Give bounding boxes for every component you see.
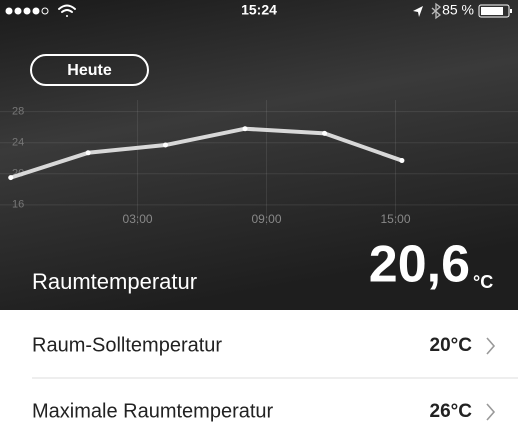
list-background (0, 310, 518, 440)
current-value: 20,6 (369, 236, 470, 294)
location-icon (413, 6, 423, 17)
chevron-icon[interactable] (486, 337, 496, 355)
status-time: 15:24 (241, 2, 277, 18)
current-unit: °C (473, 272, 493, 292)
battery-level: 85 % (442, 2, 474, 18)
y-tick-label: 16 (12, 199, 24, 211)
today-button-label[interactable]: Heute (67, 62, 112, 79)
y-tick-label: 28 (12, 106, 24, 118)
x-tick-label: 09:00 (252, 212, 282, 226)
x-tick-label: 03:00 (123, 212, 153, 226)
wifi-icon (58, 4, 76, 17)
data-point (85, 150, 91, 156)
current-label: Raumtemperatur (32, 269, 197, 294)
today-button[interactable] (30, 54, 149, 86)
setting-label[interactable]: Maximale Raumtemperatur (32, 400, 274, 422)
bluetooth-icon (431, 2, 442, 20)
signal-icon (5, 7, 49, 15)
y-tick-label: 24 (12, 137, 24, 149)
chevron-icon[interactable] (486, 403, 496, 421)
data-point (399, 158, 405, 164)
data-point (242, 126, 248, 132)
data-point (8, 175, 14, 181)
setting-value[interactable]: 26°C (430, 401, 473, 422)
data-point (163, 142, 169, 148)
battery-icon (478, 4, 512, 18)
temperature-line (10, 126, 403, 180)
data-point (322, 130, 328, 136)
setting-value[interactable]: 20°C (430, 335, 473, 356)
x-tick-label: 15:00 (380, 212, 410, 226)
setting-label[interactable]: Raum-Solltemperatur (32, 334, 222, 356)
